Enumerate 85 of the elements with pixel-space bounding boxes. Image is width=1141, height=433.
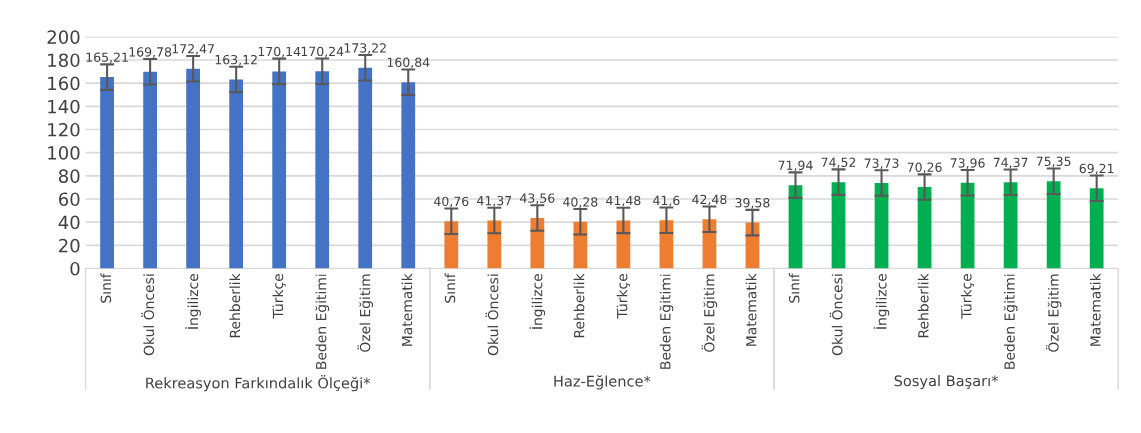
data-label: 170,14	[258, 46, 301, 58]
data-label: 41,48	[606, 195, 641, 207]
x-tick-label: İngilizce	[529, 274, 546, 329]
bar	[315, 71, 330, 269]
y-tick-label: 60	[59, 192, 80, 207]
bar	[616, 220, 631, 269]
data-label: 73,73	[864, 158, 899, 170]
bar	[917, 187, 932, 269]
bar	[444, 221, 459, 269]
data-label: 169,78	[129, 47, 172, 58]
bar	[401, 82, 416, 269]
data-label: 42,48	[692, 194, 727, 206]
x-tick-label: Rehberlik	[229, 273, 241, 338]
bar	[1003, 182, 1018, 269]
x-tick-label: Özel Eğitim	[357, 274, 374, 352]
y-tick-label: 20	[59, 238, 80, 253]
text: Sosyal Başarı*	[894, 375, 999, 390]
data-label: 172,47	[172, 44, 214, 55]
data-label: 165,21	[86, 52, 128, 64]
data-label: 160,84	[387, 57, 430, 69]
y-tick-label: 40	[58, 215, 80, 230]
y-tick-label: 120	[48, 122, 80, 137]
x-tick-label: Rehberlik	[917, 273, 929, 338]
data-label: 43,56	[520, 193, 555, 205]
x-tick-label: Matematik	[745, 273, 757, 346]
data-label: 74,37	[993, 157, 1028, 169]
text: Haz-Eğlence*	[554, 375, 651, 390]
x-tick-label: Okul Öncesi	[485, 274, 499, 356]
x-tick-label: Türkçe	[272, 274, 286, 319]
bar	[831, 182, 846, 269]
x-tick-label: Beden Eğitimi	[659, 274, 674, 369]
y-tick-label: 140	[48, 99, 80, 114]
data-label: 163,12	[215, 54, 257, 66]
bar	[229, 79, 244, 269]
bar	[186, 68, 201, 269]
x-tick-label: Sınıf	[100, 273, 112, 303]
x-tick-label: Rehberlik	[573, 273, 585, 338]
bar	[272, 71, 287, 269]
x-tick-label: İngilizce	[185, 274, 201, 329]
data-label: 73,96	[950, 158, 985, 169]
bar	[530, 218, 545, 269]
bar	[874, 183, 889, 269]
data-label: 170,24	[301, 46, 344, 58]
x-tick-label: Sınıf	[788, 273, 800, 303]
data-label: 74,52	[821, 157, 856, 169]
y-tick-label: 180	[48, 53, 80, 68]
x-tick-label: Okul Öncesi	[829, 274, 843, 356]
bar	[487, 220, 502, 269]
data-label: 70,26	[907, 162, 942, 174]
x-tick-label: Özel Eğitim	[701, 274, 718, 352]
x-tick-label: Okul Öncesi	[141, 274, 155, 356]
data-label: 69,21	[1079, 163, 1114, 175]
x-tick-label: Matematik	[401, 273, 413, 346]
bar	[358, 67, 373, 269]
y-tick-label: 80	[58, 169, 80, 183]
x-tick-label: Türkçe	[960, 274, 975, 319]
y-tick-label: 100	[48, 146, 80, 160]
bar	[659, 220, 674, 269]
data-label: 41,6	[653, 195, 680, 207]
x-tick-label: Matematik	[1089, 273, 1101, 346]
data-label: 41,37	[477, 195, 512, 207]
data-label: 40,76	[434, 196, 469, 208]
bar	[573, 221, 588, 269]
bar	[1046, 181, 1061, 269]
data-label: 71,94	[778, 160, 813, 172]
x-tick-label: Sınıf	[444, 273, 456, 303]
data-label: 39,58	[735, 198, 770, 209]
data-label: 75,35	[1036, 156, 1071, 168]
x-tick-label: İngilizce	[873, 274, 890, 329]
bar	[100, 77, 114, 269]
y-tick-label: 0	[70, 261, 80, 276]
x-tick-label: Beden Eğitimi	[1003, 274, 1018, 369]
text: Rekreasyon Farkındalık Ölçeği*	[146, 375, 371, 392]
data-label: 40,28	[563, 197, 598, 208]
bar	[788, 185, 803, 269]
x-tick-label: Özel Eğitim	[1045, 274, 1062, 352]
y-tick-label: 160	[48, 76, 80, 91]
bar	[702, 219, 717, 269]
y-tick-label: 200	[47, 30, 80, 44]
data-label: 173,22	[344, 43, 386, 54]
bar	[143, 71, 157, 269]
bar	[1089, 188, 1104, 269]
bar	[960, 182, 975, 269]
x-tick-label: Beden Eğitimi	[315, 274, 330, 369]
x-tick-label: Türkçe	[616, 274, 630, 319]
